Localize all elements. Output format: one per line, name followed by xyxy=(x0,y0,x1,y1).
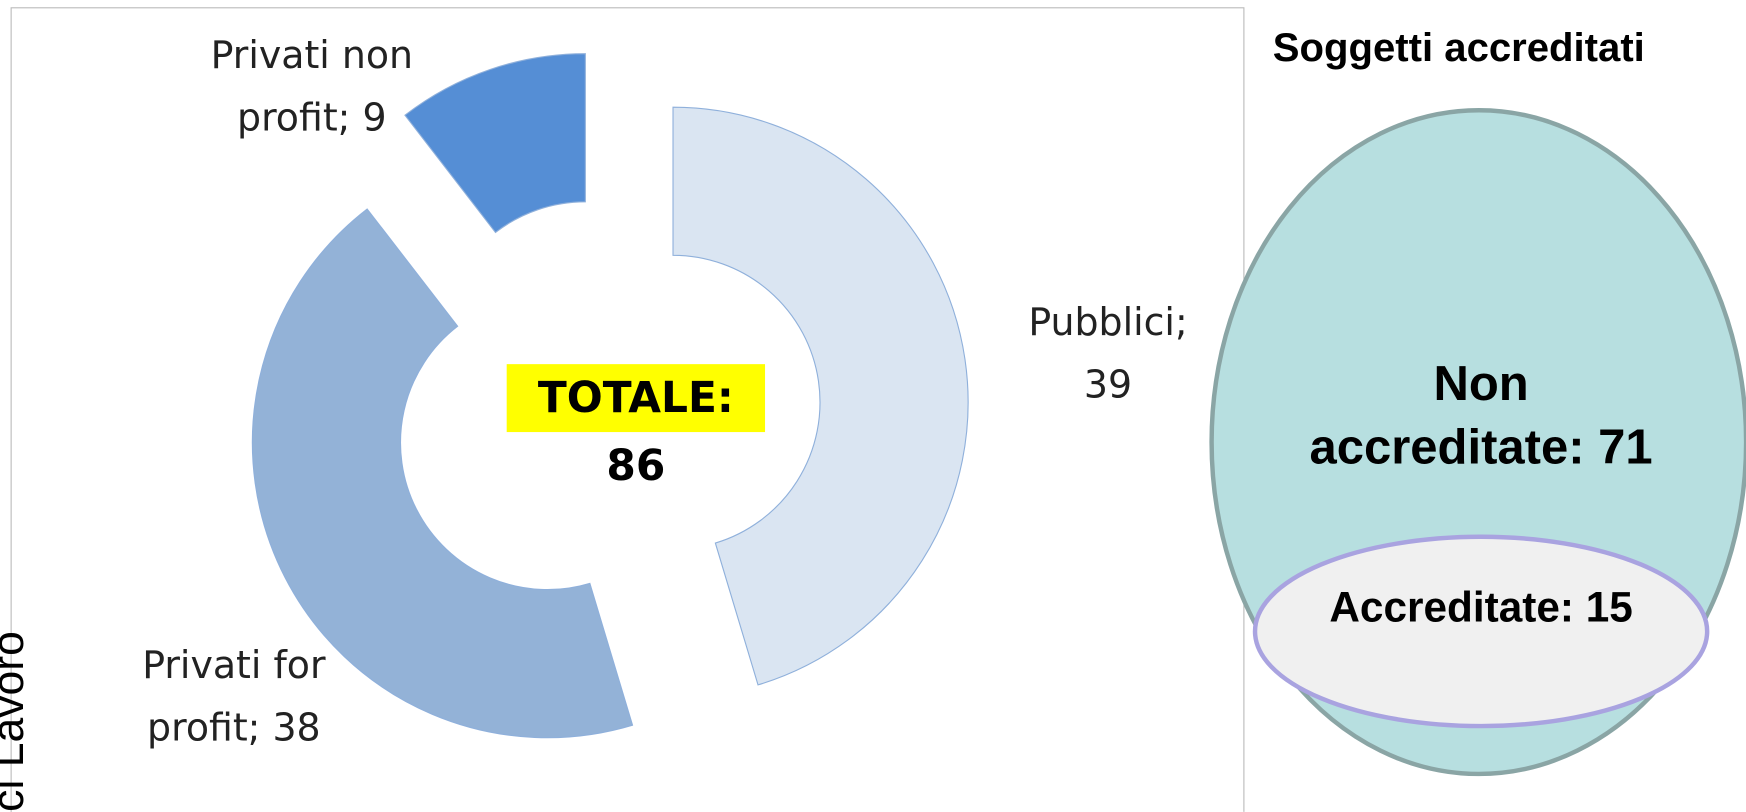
data-label: Privati non profit; 9 xyxy=(210,33,414,141)
donut-segment xyxy=(404,53,586,234)
inner-set xyxy=(1252,534,1710,729)
donut-segment xyxy=(672,106,969,686)
diagram-title: Soggetti accreditati xyxy=(1272,24,1645,71)
donut-segment xyxy=(251,208,634,739)
data-label: Privati for profit; 38 xyxy=(142,643,326,751)
center-label: TOTALE: 86 xyxy=(506,364,766,490)
data-label: Pubblici; 39 xyxy=(1028,300,1188,408)
side-text: ci Lavoro xyxy=(0,631,33,812)
inner-set-label: Accreditate: 15 xyxy=(1329,584,1633,632)
outer-set-label: Non accreditate: 71 xyxy=(1309,356,1653,475)
